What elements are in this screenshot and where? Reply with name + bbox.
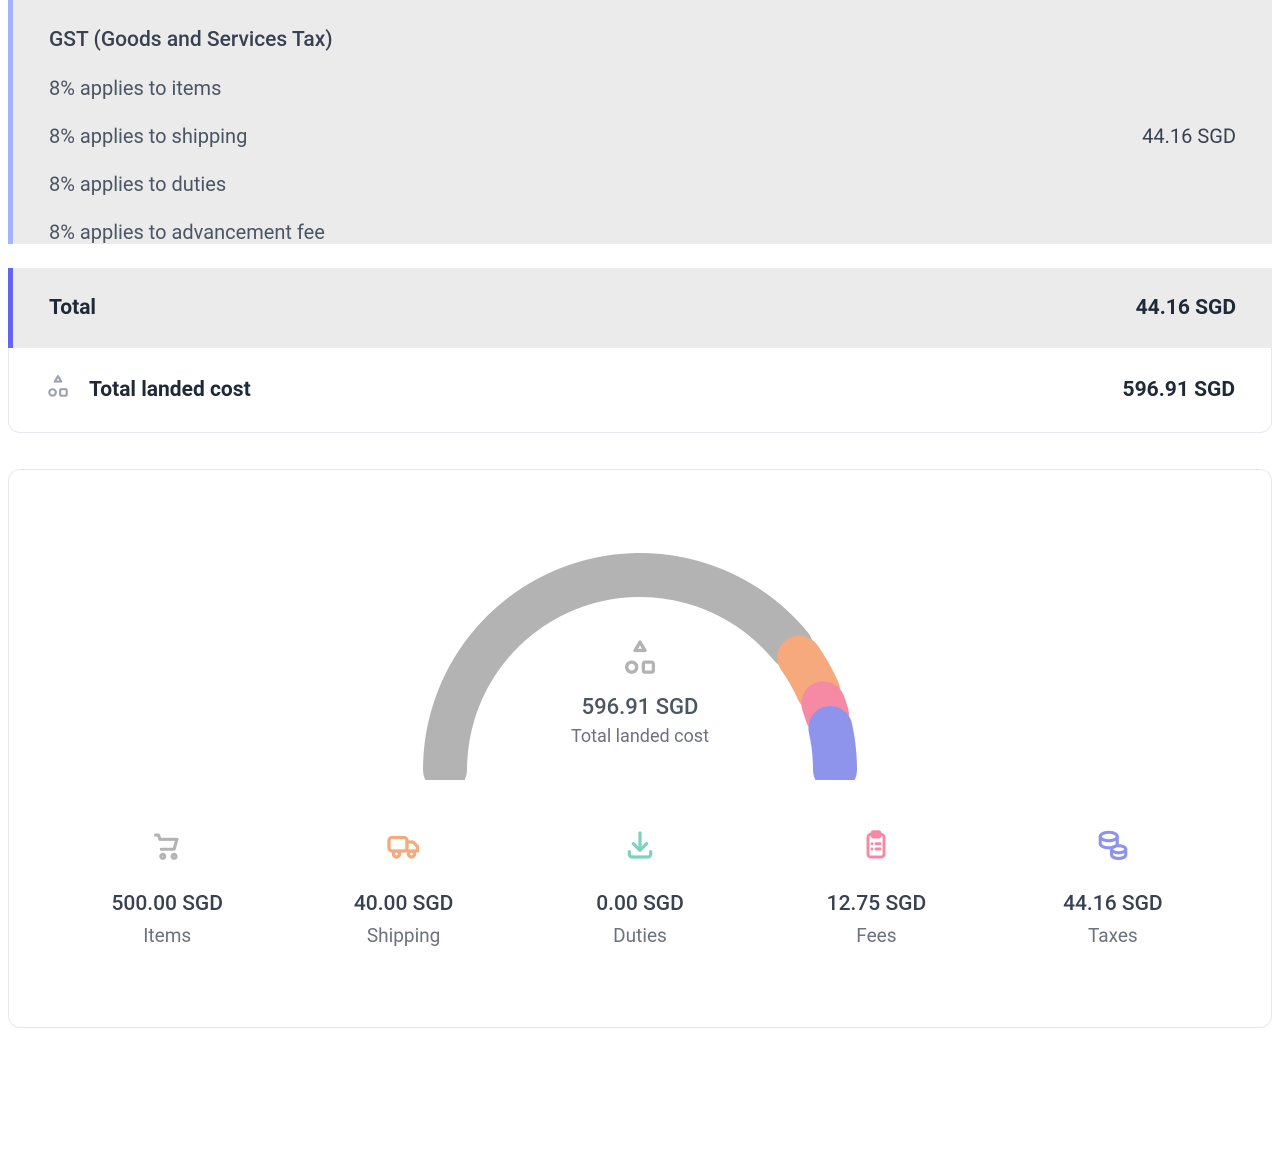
tax-line: 8% applies to items	[49, 76, 1236, 100]
tax-card: GST (Goods and Services Tax) 8% applies …	[8, 0, 1272, 244]
tax-title: GST (Goods and Services Tax)	[49, 28, 1236, 52]
gauge-segment-taxes	[830, 728, 835, 770]
tax-line: 8% applies to shipping 44.16 SGD	[49, 124, 1236, 148]
truck-icon	[285, 828, 521, 862]
landed-cost-label: Total landed cost	[89, 378, 251, 402]
tax-total-value: 44.16 SGD	[1136, 296, 1236, 320]
landed-cost-row: Total landed cost 596.91 SGD	[8, 348, 1272, 433]
gauge-chart: 596.91 SGD Total landed cost	[400, 530, 880, 780]
gauge-value: 596.91 SGD	[571, 695, 709, 720]
import-icon	[522, 828, 758, 862]
breakdown-taxes: 44.16 SGD Taxes	[995, 828, 1231, 947]
tax-line-text: 8% applies to items	[49, 76, 221, 100]
breakdown-shipping: 40.00 SGD Shipping	[285, 828, 521, 947]
breakdown-fees: 12.75 SGD Fees	[758, 828, 994, 947]
shapes-icon	[45, 374, 71, 406]
breakdown-value: 44.16 SGD	[995, 892, 1231, 916]
tax-line-text: 8% applies to duties	[49, 172, 226, 196]
landed-cost-value: 596.91 SGD	[1123, 378, 1235, 402]
breakdown-value: 40.00 SGD	[285, 892, 521, 916]
breakdown-label: Fees	[758, 924, 994, 947]
breakdown-value: 500.00 SGD	[49, 892, 285, 916]
breakdown-label: Taxes	[995, 924, 1231, 947]
tax-total-row: Total 44.16 SGD	[8, 268, 1272, 348]
coins-icon	[995, 828, 1231, 862]
breakdown-duties: 0.00 SGD Duties	[522, 828, 758, 947]
breakdown-items: 500.00 SGD Items	[49, 828, 285, 947]
breakdown-label: Duties	[522, 924, 758, 947]
tax-line: 8% applies to advancement fee	[49, 220, 1236, 244]
gauge-label: Total landed cost	[571, 726, 709, 747]
tax-line-text: 8% applies to advancement fee	[49, 220, 325, 244]
tax-line-text: 8% applies to shipping	[49, 124, 247, 148]
breakdown-value: 12.75 SGD	[758, 892, 994, 916]
breakdown-value: 0.00 SGD	[522, 892, 758, 916]
tax-total-label: Total	[49, 296, 96, 320]
clipboard-icon	[758, 828, 994, 862]
cart-icon	[49, 828, 285, 862]
tax-line: 8% applies to duties	[49, 172, 1236, 196]
breakdown-label: Items	[49, 924, 285, 947]
summary-card: 596.91 SGD Total landed cost 500.00 SGD I…	[8, 469, 1272, 1028]
breakdown-row: 500.00 SGD Items40.00 SGD Shipping0.00 SGD…	[49, 828, 1231, 947]
tax-line-value: 44.16 SGD	[1142, 124, 1236, 148]
breakdown-label: Shipping	[285, 924, 521, 947]
shapes-icon	[620, 639, 660, 679]
